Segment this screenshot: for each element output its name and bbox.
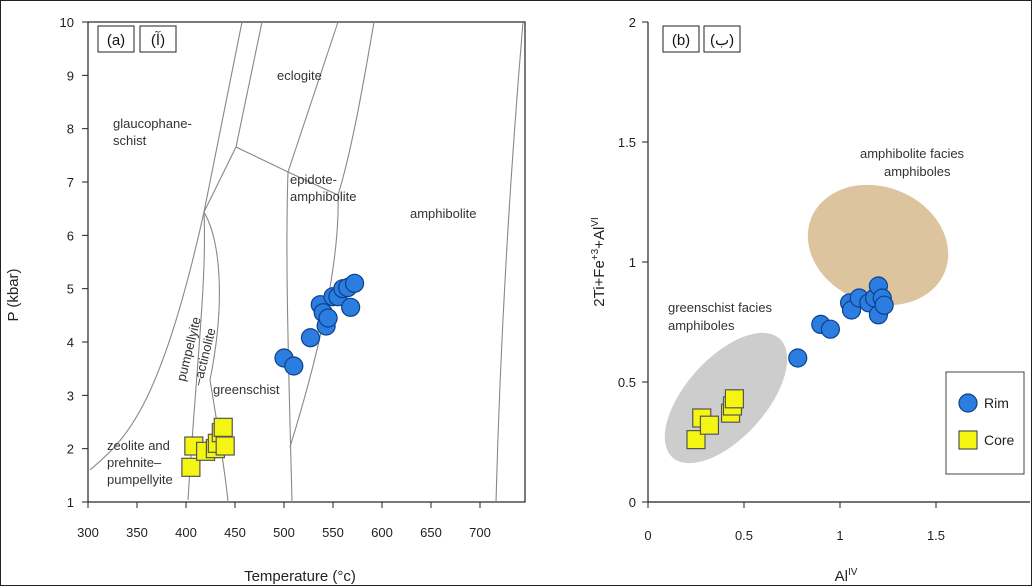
amphibolite-facies-field: [807, 184, 949, 306]
x-tick-label: 1: [836, 528, 843, 543]
y-tick-label: 5: [67, 282, 74, 297]
rim-data-point: [300, 328, 321, 348]
boundary-line: [203, 146, 289, 213]
y-tick-label: 0.5: [618, 375, 636, 390]
y-tick-label: 1: [67, 495, 74, 510]
x-tick-label: 450: [224, 525, 246, 540]
legend-core-label: Core: [984, 432, 1015, 448]
field-label-zeolite: zeolite and prehnite– pumpellyite: [107, 438, 173, 487]
y-tick-label: 1: [629, 255, 636, 270]
panel-b: amphibolite facies amphiboles greenschist…: [590, 15, 1030, 585]
panel-b-y-axis-label: 2Ti+Fe+3+AlVI: [590, 217, 608, 307]
core-data-point: [213, 417, 233, 437]
y-tick-label: 4: [67, 335, 74, 350]
panel-a-plot-border: [87, 21, 526, 503]
rim-data-point: [788, 348, 808, 368]
x-tick-label: 500: [273, 525, 295, 540]
x-tick-label: 0: [644, 528, 651, 543]
panel-b-ticks: 0 0.5 1 1.5 0 0.5 1 1.5 2: [618, 15, 945, 543]
boundary-line: [287, 21, 339, 173]
y-tick-label: 6: [67, 228, 74, 243]
facies-boundaries: [89, 21, 524, 503]
rim-data-point: [318, 308, 338, 328]
panel-a-markers: [181, 273, 365, 477]
boundary-line: [235, 21, 263, 148]
x-tick-label: 400: [175, 525, 197, 540]
panel-b-x-axis-label: AlIV: [835, 567, 858, 585]
core-data-point: [699, 415, 720, 435]
panel-a: glaucophane-schist eclogite epidote-amph…: [5, 15, 526, 585]
panel-a-alt-label-box: [139, 25, 177, 53]
field-label-greenschist-facies: greenschist facies amphiboles: [668, 300, 773, 333]
boundary-line: [286, 171, 293, 503]
y-tick-label: 1.5: [618, 135, 636, 150]
panel-b-alt-label-box: [703, 25, 741, 53]
y-tick-label: 9: [67, 68, 74, 83]
y-tick-label: 0: [629, 495, 636, 510]
panel-b-label-box: [662, 25, 700, 53]
x-tick-label: 0.5: [735, 528, 753, 543]
rim-data-point: [344, 273, 365, 293]
boundary-line: [203, 211, 220, 381]
panel-b-alt-label: (ب): [710, 32, 734, 49]
panel-a-ticks: 300 350 400 450 500 550 600 650 700 1 2 3 4 5 6 7 8 9 10: [60, 15, 491, 540]
field-label-amphibolite-facies: amphibolite facies amphiboles: [860, 146, 965, 179]
boundary-line: [89, 21, 243, 471]
y-tick-label: 10: [60, 15, 74, 30]
panel-a-alt-label: (آ): [151, 31, 165, 49]
y-tick-label: 8: [67, 122, 74, 137]
panel-a-label-box: [97, 25, 135, 53]
rim-data-point: [874, 295, 894, 315]
field-label-glaucophane: glaucophane-schist: [113, 116, 192, 148]
core-data-point: [215, 436, 235, 456]
legend-box: [945, 371, 1025, 475]
x-tick-label: 650: [420, 525, 442, 540]
boundary-line: [287, 171, 339, 196]
field-label-epidote-amphibolite: epidote-amphibolite: [290, 172, 357, 204]
core-data-point: [181, 457, 201, 477]
x-tick-label: 600: [371, 525, 393, 540]
y-tick-label: 7: [67, 175, 74, 190]
legend-core-marker: [958, 430, 978, 450]
panel-b-markers: [686, 276, 894, 450]
field-label-greenschist: greenschist: [213, 382, 280, 397]
panel-a-label: (a): [107, 32, 125, 49]
panel-a-x-axis-label: Temperature (°c): [244, 568, 356, 585]
y-tick-label: 3: [67, 388, 74, 403]
legend-rim-marker: [958, 393, 978, 413]
core-data-point: [724, 389, 745, 409]
rim-data-point: [820, 319, 841, 339]
rim-data-point: [341, 297, 361, 317]
field-label-pumpellyite-actinolite: pumpellyite–actinolite: [173, 315, 220, 387]
core-data-point: [686, 430, 706, 450]
x-tick-label: 300: [77, 525, 99, 540]
x-tick-label: 350: [126, 525, 148, 540]
field-labels: glaucophane-schist eclogite epidote-amph…: [107, 68, 477, 487]
x-tick-label: 1.5: [927, 528, 945, 543]
boundary-line: [337, 21, 375, 196]
panel-a-y-axis-label: P (kbar): [5, 268, 22, 321]
field-label-eclogite: eclogite: [277, 68, 322, 83]
x-tick-label: 550: [322, 525, 344, 540]
rim-data-point: [284, 356, 304, 376]
y-tick-label: 2: [629, 15, 636, 30]
x-tick-label: 700: [469, 525, 491, 540]
legend-rim-label: Rim: [984, 395, 1009, 411]
boundary-line: [495, 21, 524, 503]
y-tick-label: 2: [67, 442, 74, 457]
field-label-amphibolite: amphibolite: [410, 206, 477, 221]
panel-b-label: (b): [672, 32, 690, 49]
